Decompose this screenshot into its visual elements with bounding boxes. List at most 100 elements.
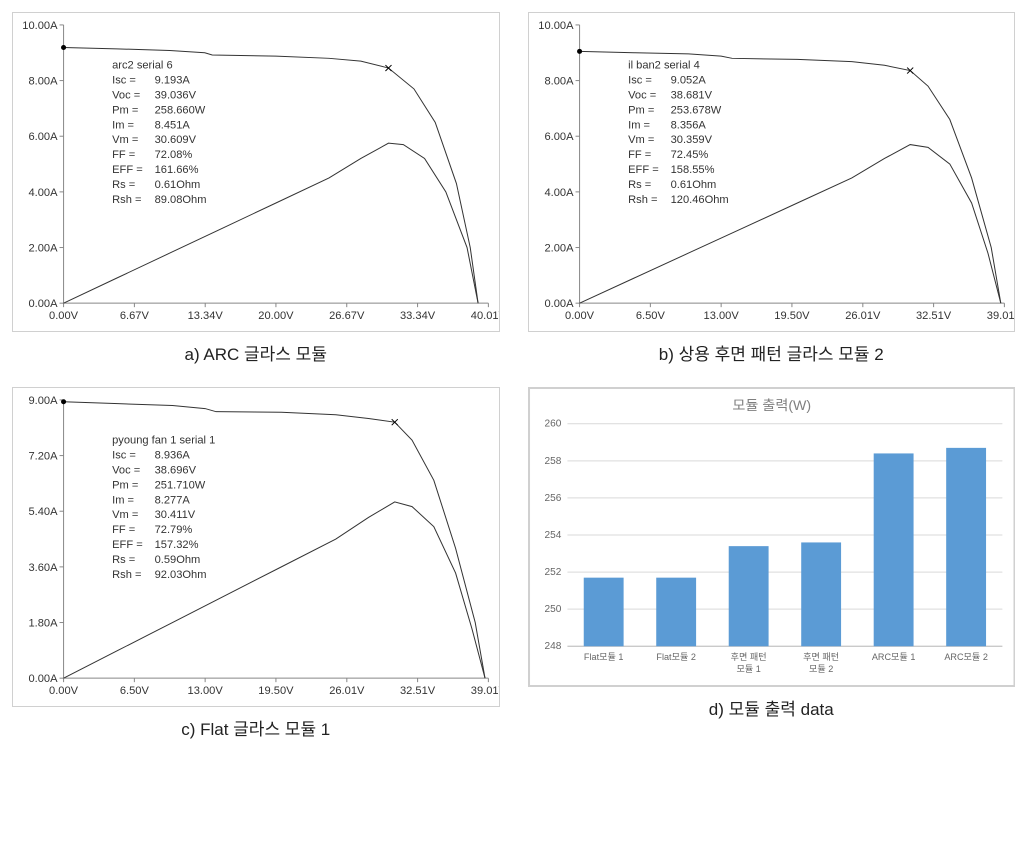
svg-text:32.51V: 32.51V (400, 685, 436, 697)
svg-text:258: 258 (544, 456, 561, 467)
svg-text:161.66%: 161.66% (155, 164, 199, 176)
svg-text:Vm =: Vm = (628, 134, 654, 146)
svg-text:4.00A: 4.00A (28, 187, 58, 199)
bar-chart-d: 모듈 출력(W)248250252254256258260Flat모듈 1Fla… (528, 387, 1016, 687)
svg-text:258.660W: 258.660W (155, 104, 206, 116)
svg-text:4.00A: 4.00A (544, 187, 574, 199)
svg-text:252: 252 (544, 567, 561, 578)
svg-text:6.00A: 6.00A (544, 131, 574, 143)
svg-text:9.00A: 9.00A (28, 395, 58, 407)
svg-text:251.710W: 251.710W (155, 479, 206, 491)
svg-text:38.681V: 38.681V (670, 90, 712, 102)
svg-text:6.50V: 6.50V (635, 310, 665, 322)
svg-text:0.00V: 0.00V (49, 310, 79, 322)
svg-text:8.356A: 8.356A (670, 119, 706, 131)
svg-text:EFF =: EFF = (112, 539, 143, 551)
panel-d: 모듈 출력(W)248250252254256258260Flat모듈 1Fla… (528, 387, 1016, 744)
svg-text:Rsh =: Rsh = (628, 194, 657, 206)
caption-b: b) 상용 후면 패턴 글라스 모듈 2 (528, 332, 1016, 369)
svg-text:Im =: Im = (112, 494, 134, 506)
svg-text:Rsh =: Rsh = (112, 569, 141, 581)
svg-text:모듈 2: 모듈 2 (808, 664, 832, 674)
svg-text:120.46Ohm: 120.46Ohm (670, 194, 728, 206)
svg-text:0.00V: 0.00V (49, 685, 79, 697)
svg-text:Vm =: Vm = (112, 509, 138, 521)
svg-text:260: 260 (544, 419, 561, 430)
svg-text:254: 254 (544, 530, 561, 541)
svg-text:FF =: FF = (628, 149, 651, 161)
svg-text:256: 256 (544, 493, 561, 504)
svg-text:FF =: FF = (112, 149, 135, 161)
svg-text:38.696V: 38.696V (155, 465, 197, 477)
svg-text:Pm =: Pm = (628, 104, 654, 116)
svg-text:ARC모듈 2: ARC모듈 2 (944, 652, 988, 662)
svg-text:EFF =: EFF = (112, 164, 143, 176)
svg-text:0.00A: 0.00A (544, 298, 574, 310)
svg-text:8.451A: 8.451A (155, 119, 191, 131)
svg-text:ARC모듈 1: ARC모듈 1 (871, 652, 915, 662)
svg-text:Im =: Im = (628, 119, 650, 131)
svg-text:9.052A: 9.052A (670, 75, 706, 87)
svg-text:40.01V: 40.01V (471, 310, 499, 322)
svg-text:250: 250 (544, 604, 561, 615)
svg-text:EFF =: EFF = (628, 164, 659, 176)
panel-c: 0.00A1.80A3.60A5.40A7.20A9.00A0.00V6.50V… (12, 387, 500, 744)
svg-text:157.32%: 157.32% (155, 539, 199, 551)
iv-plot-a: 0.00A 2.00A 4.00A 6.00A 8.00A 10.00A 0.00V 6.67… (12, 12, 500, 332)
svg-text:Isc =: Isc = (112, 75, 136, 87)
svg-text:Rs =: Rs = (112, 179, 135, 191)
svg-text:Isc =: Isc = (112, 450, 136, 462)
svg-text:7.20A: 7.20A (28, 451, 58, 463)
svg-text:8.00A: 8.00A (28, 76, 58, 88)
svg-text:0.00A: 0.00A (28, 673, 58, 685)
svg-text:6.50V: 6.50V (120, 685, 150, 697)
svg-text:5.40A: 5.40A (28, 506, 58, 518)
svg-text:0.59Ohm: 0.59Ohm (155, 554, 201, 566)
svg-text:Rs =: Rs = (628, 179, 651, 191)
svg-text:10.00A: 10.00A (22, 20, 58, 32)
svg-text:8.277A: 8.277A (155, 494, 191, 506)
svg-text:Vm =: Vm = (112, 134, 138, 146)
svg-text:8.00A: 8.00A (544, 76, 574, 88)
svg-text:Pm =: Pm = (112, 479, 138, 491)
svg-text:2.00A: 2.00A (544, 243, 574, 255)
svg-text:30.411V: 30.411V (155, 509, 196, 521)
panel-b: 0.00A2.00A4.00A6.00A8.00A10.00A0.00V6.50… (528, 12, 1016, 369)
svg-text:0.61Ohm: 0.61Ohm (155, 179, 201, 191)
svg-text:26.01V: 26.01V (845, 310, 881, 322)
svg-text:Voc =: Voc = (112, 90, 140, 102)
svg-text:39.01V: 39.01V (986, 310, 1014, 322)
svg-text:89.08Ohm: 89.08Ohm (155, 194, 207, 206)
figure-grid: 0.00A 2.00A 4.00A 6.00A 8.00A 10.00A 0.00V 6.67… (12, 12, 1015, 744)
svg-text:모듈 1: 모듈 1 (736, 664, 760, 674)
svg-text:FF =: FF = (112, 524, 135, 536)
svg-text:72.08%: 72.08% (155, 149, 193, 161)
svg-text:pyoung fan 1 serial 1: pyoung fan 1 serial 1 (112, 435, 215, 447)
svg-text:39.036V: 39.036V (155, 90, 197, 102)
svg-text:248: 248 (544, 641, 561, 652)
svg-text:0.00A: 0.00A (28, 298, 58, 310)
svg-text:arc2 serial 6: arc2 serial 6 (112, 60, 173, 72)
svg-text:26.67V: 26.67V (329, 310, 365, 322)
svg-text:33.34V: 33.34V (400, 310, 436, 322)
caption-a: a) ARC 글라스 모듈 (12, 332, 500, 369)
svg-text:20.00V: 20.00V (258, 310, 294, 322)
svg-text:il ban2 serial 4: il ban2 serial 4 (628, 60, 700, 72)
svg-text:19.50V: 19.50V (258, 685, 294, 697)
svg-text:2.00A: 2.00A (28, 243, 58, 255)
svg-text:모듈 출력(W): 모듈 출력(W) (732, 397, 811, 413)
svg-text:8.936A: 8.936A (155, 450, 191, 462)
svg-text:6.67V: 6.67V (120, 310, 150, 322)
caption-d: d) 모듈 출력 data (528, 687, 1016, 724)
iv-plot-c: 0.00A1.80A3.60A5.40A7.20A9.00A0.00V6.50V… (12, 387, 500, 707)
svg-text:13.34V: 13.34V (188, 310, 224, 322)
caption-c: c) Flat 글라스 모듈 1 (12, 707, 500, 744)
svg-text:32.51V: 32.51V (915, 310, 951, 322)
svg-text:10.00A: 10.00A (538, 20, 574, 32)
svg-text:30.609V: 30.609V (155, 134, 197, 146)
svg-text:후면 패턴: 후면 패턴 (803, 652, 839, 662)
svg-text:3.60A: 3.60A (28, 562, 58, 574)
svg-text:6.00A: 6.00A (28, 131, 58, 143)
svg-text:13.00V: 13.00V (188, 685, 224, 697)
iv-plot-b: 0.00A2.00A4.00A6.00A8.00A10.00A0.00V6.50… (528, 12, 1016, 332)
